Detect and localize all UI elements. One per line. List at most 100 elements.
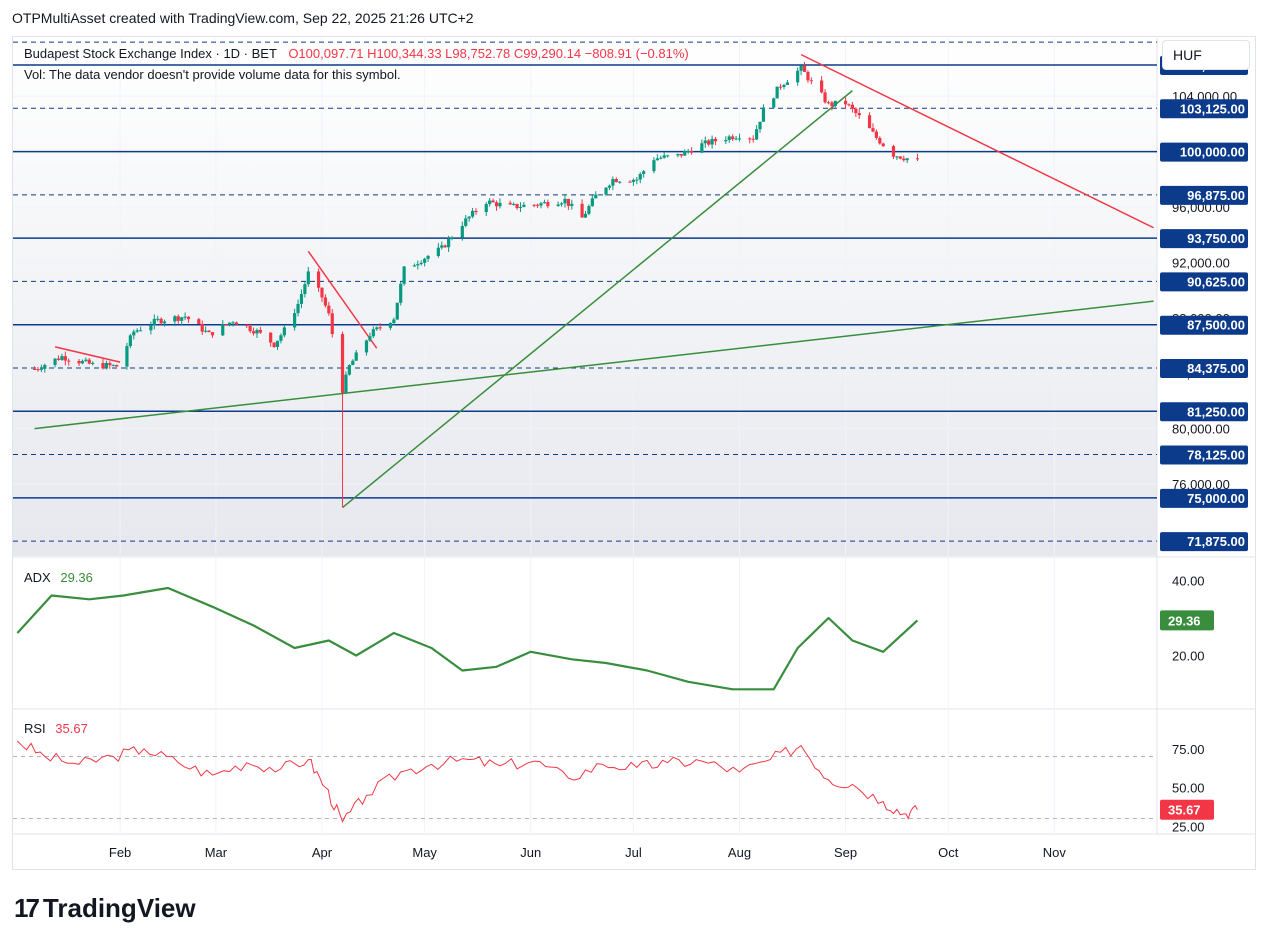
level-price-label: 71,875.00 [1187, 534, 1245, 549]
candle-body [778, 86, 783, 88]
candle-body [830, 102, 834, 106]
candle-body [111, 364, 115, 366]
trendline [307, 250, 378, 349]
candle-body [436, 247, 440, 256]
candle-body [703, 140, 707, 144]
trendline [800, 53, 1154, 229]
candle-body [316, 271, 321, 288]
candle-body [36, 369, 40, 371]
level-price-label: 90,625.00 [1187, 274, 1245, 289]
candle-body [563, 198, 567, 204]
candle-body [207, 330, 211, 333]
candle-body [532, 204, 536, 206]
candle-body [484, 204, 488, 213]
x-tick-label: Apr [312, 845, 333, 860]
candle-body [679, 153, 683, 156]
candle-body [135, 330, 139, 332]
trendline [54, 346, 121, 363]
candle-body [447, 238, 451, 248]
rsi-y-tick-label: 25.00 [1172, 819, 1205, 834]
candle-body [820, 80, 824, 93]
candle-body [614, 179, 618, 183]
candle-body [724, 140, 728, 142]
candle-body [847, 104, 851, 106]
rsi-title: RSI [24, 721, 46, 736]
candle-body [799, 65, 803, 71]
candle-body [635, 179, 639, 181]
candle-body [159, 318, 163, 324]
candle-body [878, 137, 882, 144]
candle-body [77, 361, 81, 364]
candle-body [364, 340, 369, 353]
candle-body [666, 155, 670, 157]
candle-body [258, 329, 262, 333]
candle-body [443, 245, 447, 248]
candle-body [224, 324, 228, 326]
candle-body [460, 225, 464, 238]
candle-body [546, 202, 550, 207]
candle-body [180, 317, 184, 321]
candle-body [330, 313, 334, 335]
level-price-tag [1160, 358, 1248, 378]
candle-body [618, 181, 622, 183]
chart-frame [12, 36, 1256, 870]
candle-body [56, 358, 61, 360]
candle-body [371, 329, 375, 337]
level-price-tag [1160, 402, 1248, 422]
candle-body [84, 359, 88, 361]
level-price-label: 78,125.00 [1187, 448, 1245, 463]
candle-body [351, 360, 355, 366]
candle-body [80, 360, 85, 364]
adx-title: ADX [24, 570, 51, 585]
candle-body [419, 262, 423, 265]
candle-body [227, 322, 232, 325]
candle-body [399, 283, 403, 303]
candle-body [204, 330, 208, 332]
candle-body [594, 194, 598, 199]
candle-body [470, 210, 475, 217]
candle-body [378, 327, 382, 329]
candle-body [412, 265, 416, 267]
candle-body [115, 364, 119, 367]
candle-body [293, 313, 297, 328]
candle-body [272, 342, 276, 347]
candle-body [139, 330, 143, 332]
x-tick-label: Jun [520, 845, 541, 860]
level-price-tag [1160, 185, 1248, 205]
candle-body [306, 271, 310, 285]
adx-line [16, 586, 919, 691]
candle-body [785, 82, 790, 85]
candle-body [474, 210, 478, 213]
trendline [342, 90, 853, 509]
candle-body [210, 332, 215, 336]
tradingview-logo[interactable]: 17 TradingView [14, 893, 196, 924]
candle-body [221, 324, 225, 336]
x-tick-label: Jul [625, 845, 642, 860]
level-price-tag [1160, 445, 1248, 465]
candle-body [833, 100, 837, 106]
symbol-label[interactable]: Budapest Stock Exchange Index · 1D · BET [24, 46, 277, 61]
candle-body [32, 369, 37, 371]
candle-body [683, 151, 687, 156]
candle-body [915, 158, 920, 160]
candle-body [104, 362, 108, 369]
candle-body [464, 218, 468, 226]
candle-body [755, 129, 759, 140]
level-price-label: 87,500.00 [1187, 318, 1245, 333]
candle-body [200, 323, 204, 332]
price-pane-bg [13, 38, 1157, 556]
candle-body [891, 146, 896, 157]
candle-body [39, 368, 43, 370]
candle-body [700, 143, 704, 153]
candle-body [796, 70, 800, 83]
rsi-legend: RSI 35.67 [24, 721, 88, 736]
level-price-tag [1160, 315, 1248, 335]
candle-body [108, 362, 112, 366]
candle-body [871, 128, 875, 132]
x-tick-label: Nov [1043, 845, 1067, 860]
x-tick-label: Oct [938, 845, 959, 860]
currency-button[interactable]: HUF [1162, 40, 1250, 70]
candle-body [737, 138, 742, 140]
level-price-tag [1160, 142, 1248, 162]
